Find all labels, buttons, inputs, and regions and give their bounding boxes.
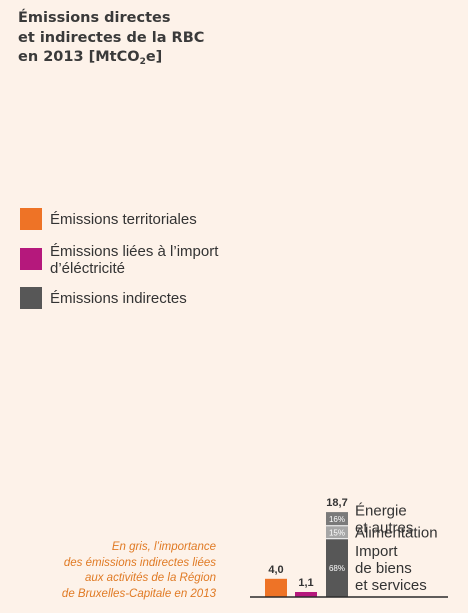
segment-percent-label: 68% [329, 564, 345, 573]
title-line-3-prefix: en 2013 [MtCO [18, 49, 140, 65]
note-line: de Bruxelles-Capitale en 2013 [61, 587, 216, 600]
bar [265, 578, 287, 597]
segment-percent-label: 16% [329, 515, 345, 524]
legend-label-line: Émissions territoriales [50, 211, 197, 228]
title-line-2: et indirectes de la RBC [18, 29, 205, 46]
segment-name-label: et autres [355, 520, 413, 537]
note-line: des émissions indirectes liées [63, 556, 216, 569]
segment-percent-label: 15% [329, 528, 345, 537]
legend-label-line: Émissions liées à l’import [50, 243, 219, 260]
chart-title: Émissions directes et indirectes de la R… [18, 9, 204, 68]
legend-swatch-indirect [20, 287, 42, 309]
bar-segment [326, 538, 348, 597]
legend-swatch-electricity [20, 248, 42, 270]
note-line: En gris, l’importance [111, 541, 216, 553]
segment-name-label: Import [355, 543, 398, 560]
legend-swatch-territorial [20, 208, 42, 230]
segment-name-label: Alimentation [355, 524, 438, 541]
legend-label-indirect: Émissions indirectes [50, 290, 187, 307]
bar [295, 592, 317, 597]
title-line-3: en 2013 [MtCO2e] [18, 48, 204, 68]
segment-name-label: et services [355, 577, 427, 594]
title-line-3-suffix: e] [145, 49, 163, 65]
segment-name-label: Énergie [355, 503, 407, 520]
title-subscript: 2 [139, 57, 146, 67]
bar-value-label: 18,7 [326, 497, 347, 509]
note-line: aux activités de la Région [84, 572, 216, 584]
bar-segment [326, 512, 348, 526]
bar-value-label: 1,1 [298, 577, 313, 589]
legend-label-electricity: Émissions liées à l’import d’éléctricité [50, 243, 218, 277]
bar-segment [326, 525, 348, 539]
legend-label-line: d’éléctricité [50, 260, 126, 277]
title-line-1: Émissions directes [18, 10, 171, 26]
chart-note: En gris, l’importance des émissions indi… [62, 540, 216, 602]
legend-label-territorial: Émissions territoriales [50, 211, 197, 228]
segment-name-label: de biens [355, 560, 412, 577]
bar-value-label: 4,0 [268, 564, 283, 576]
legend-label-line: Émissions indirectes [50, 290, 187, 307]
